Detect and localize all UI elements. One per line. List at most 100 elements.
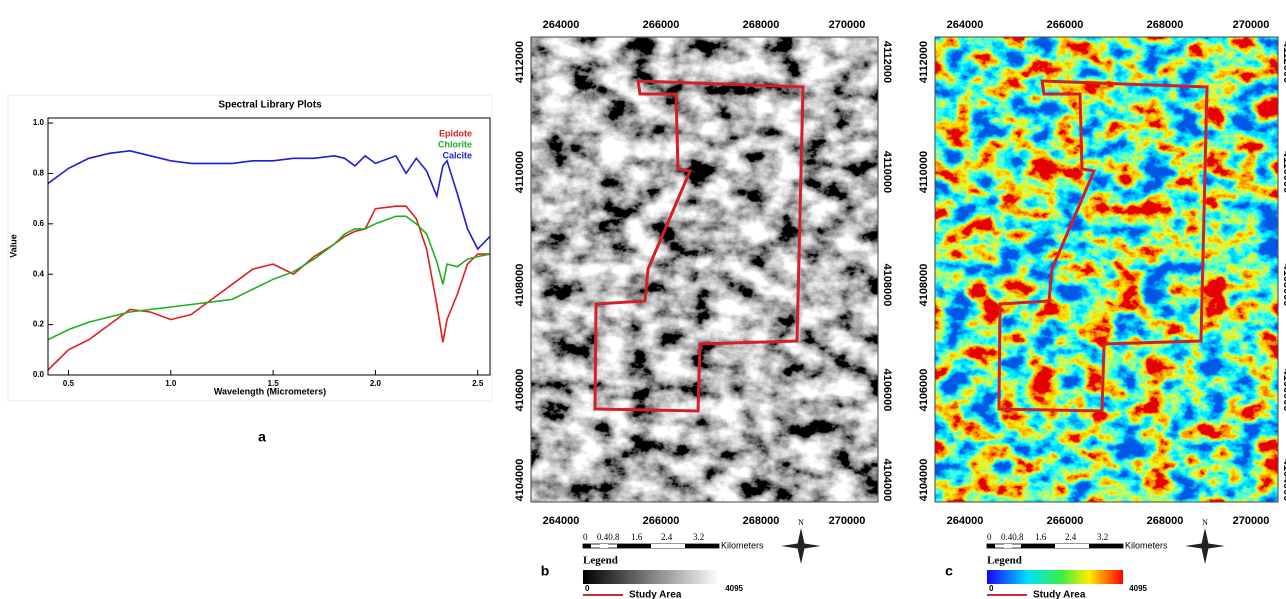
legend-title: Legend <box>987 555 1022 567</box>
map-y-tick-label: 4108000 <box>918 264 930 307</box>
scale-segment <box>685 544 719 548</box>
north-arrow <box>1185 528 1225 564</box>
map-y-tick-label: 4110000 <box>881 151 893 193</box>
legend-max: 4095 <box>725 584 743 593</box>
panel-label: a <box>258 429 266 445</box>
north-arrow <box>781 528 821 564</box>
legend-ramp <box>583 570 719 584</box>
north-label: N <box>798 518 804 527</box>
y-tick-label: 0.0 <box>33 370 45 379</box>
map-y-tick-label: 4104000 <box>918 459 930 502</box>
map-x-tick-label: 268000 <box>1147 515 1184 527</box>
scale-label: 2.4 <box>661 532 673 542</box>
y-tick-label: 1.0 <box>33 118 45 127</box>
x-tick-label: 0.5 <box>63 379 75 388</box>
scale-label: 0 <box>583 532 588 542</box>
x-tick-label: 2.5 <box>472 379 484 388</box>
legend-item: Study Area <box>629 590 682 599</box>
map-y-tick-label: 4110000 <box>1281 151 1286 193</box>
map-y-tick-label: 4108000 <box>881 264 893 307</box>
series-line <box>47 215 491 341</box>
map-x-tick-label: 264000 <box>543 19 580 31</box>
map-image <box>531 37 878 502</box>
scale-label: 3.2 <box>1097 532 1108 542</box>
scale-unit: Kilometers <box>721 540 764 550</box>
panel-label: c <box>945 563 953 579</box>
map-y-tick-label: 4106000 <box>881 369 893 412</box>
map-x-tick-label: 270000 <box>1233 19 1270 31</box>
map-y-tick-label: 4106000 <box>1281 369 1286 412</box>
map-y-tick-label: 4112000 <box>1281 41 1286 83</box>
scale-label: 0 <box>987 532 992 542</box>
map-x-tick-label: 270000 <box>1233 515 1270 527</box>
map-x-tick-label: 268000 <box>1147 19 1184 31</box>
series-line <box>47 205 490 371</box>
map-y-tick-label: 4104000 <box>1281 459 1286 502</box>
map-x-tick-label: 266000 <box>1047 19 1084 31</box>
map-x-tick-label: 264000 <box>947 515 984 527</box>
map-x-tick-label: 270000 <box>829 19 866 31</box>
scale-label: 1.6 <box>631 532 643 542</box>
map-x-tick-label: 268000 <box>743 19 780 31</box>
map-x-tick-label: 264000 <box>947 19 984 31</box>
plot-frame <box>7 94 493 402</box>
chart-title: Spectral Library Plots <box>218 100 322 111</box>
scale-segment <box>1021 544 1055 548</box>
map-y-tick-label: 4112000 <box>918 41 930 83</box>
series-line <box>47 149 491 251</box>
y-tick-label: 0.6 <box>33 219 45 228</box>
scale-segment <box>987 544 995 548</box>
map-x-tick-label: 266000 <box>643 19 680 31</box>
map-x-tick-label: 270000 <box>829 515 866 527</box>
study-area-boundary <box>593 79 805 413</box>
scale-label: 0.40.8 <box>597 532 620 542</box>
map-y-tick-label: 4110000 <box>918 151 930 193</box>
map-image <box>935 37 1278 502</box>
x-tick-label: 1.0 <box>165 379 177 388</box>
scale-label: 3.2 <box>693 532 704 542</box>
y-tick-label: 0.4 <box>33 269 45 278</box>
map-y-tick-label: 4106000 <box>918 369 930 412</box>
map-y-tick-label: 4106000 <box>514 369 526 412</box>
legend-item: Study Area <box>1033 590 1086 599</box>
map-y-tick-label: 4104000 <box>514 459 526 502</box>
legend-ramp <box>987 570 1123 584</box>
map-y-tick-label: 4104000 <box>881 459 893 502</box>
map-x-tick-label: 266000 <box>1047 515 1084 527</box>
legend-entry: Calcite <box>442 150 472 160</box>
legend-entry: Epidote <box>439 128 472 138</box>
study-area-boundary <box>997 79 1209 413</box>
scale-segment <box>1004 544 1012 548</box>
map-x-tick-label: 268000 <box>743 515 780 527</box>
map-y-tick-label: 4112000 <box>514 41 526 83</box>
map-x-tick-label: 266000 <box>643 515 680 527</box>
x-tick-label: 2.0 <box>370 379 382 388</box>
y-tick-label: 0.2 <box>33 320 45 329</box>
y-tick-label: 0.8 <box>33 169 45 178</box>
x-axis-label: Wavelength (Micrometers) <box>214 386 326 396</box>
map-frame <box>934 36 1279 503</box>
map-x-tick-label: 264000 <box>543 515 580 527</box>
scale-segment <box>583 544 591 548</box>
scale-segment <box>1055 544 1089 548</box>
legend-min: 0 <box>989 584 994 593</box>
scale-label: 2.4 <box>1065 532 1077 542</box>
scale-segment <box>1089 544 1123 548</box>
legend-max: 4095 <box>1129 584 1147 593</box>
plot-area <box>47 117 491 376</box>
y-axis-label: Value <box>8 234 18 258</box>
legend-entry: Chlorite <box>438 139 472 149</box>
legend-title: Legend <box>583 555 618 567</box>
scale-unit: Kilometers <box>1125 540 1168 550</box>
legend-min: 0 <box>585 584 590 593</box>
map-y-tick-label: 4108000 <box>1281 264 1286 307</box>
north-label: N <box>1202 518 1208 527</box>
scale-segment <box>600 544 608 548</box>
map-y-tick-label: 4108000 <box>514 264 526 307</box>
map-frame <box>530 36 879 503</box>
map-y-tick-label: 4112000 <box>881 41 893 83</box>
x-tick-label: 1.5 <box>268 379 280 388</box>
scale-segment <box>617 544 651 548</box>
panel-label: b <box>541 563 550 579</box>
